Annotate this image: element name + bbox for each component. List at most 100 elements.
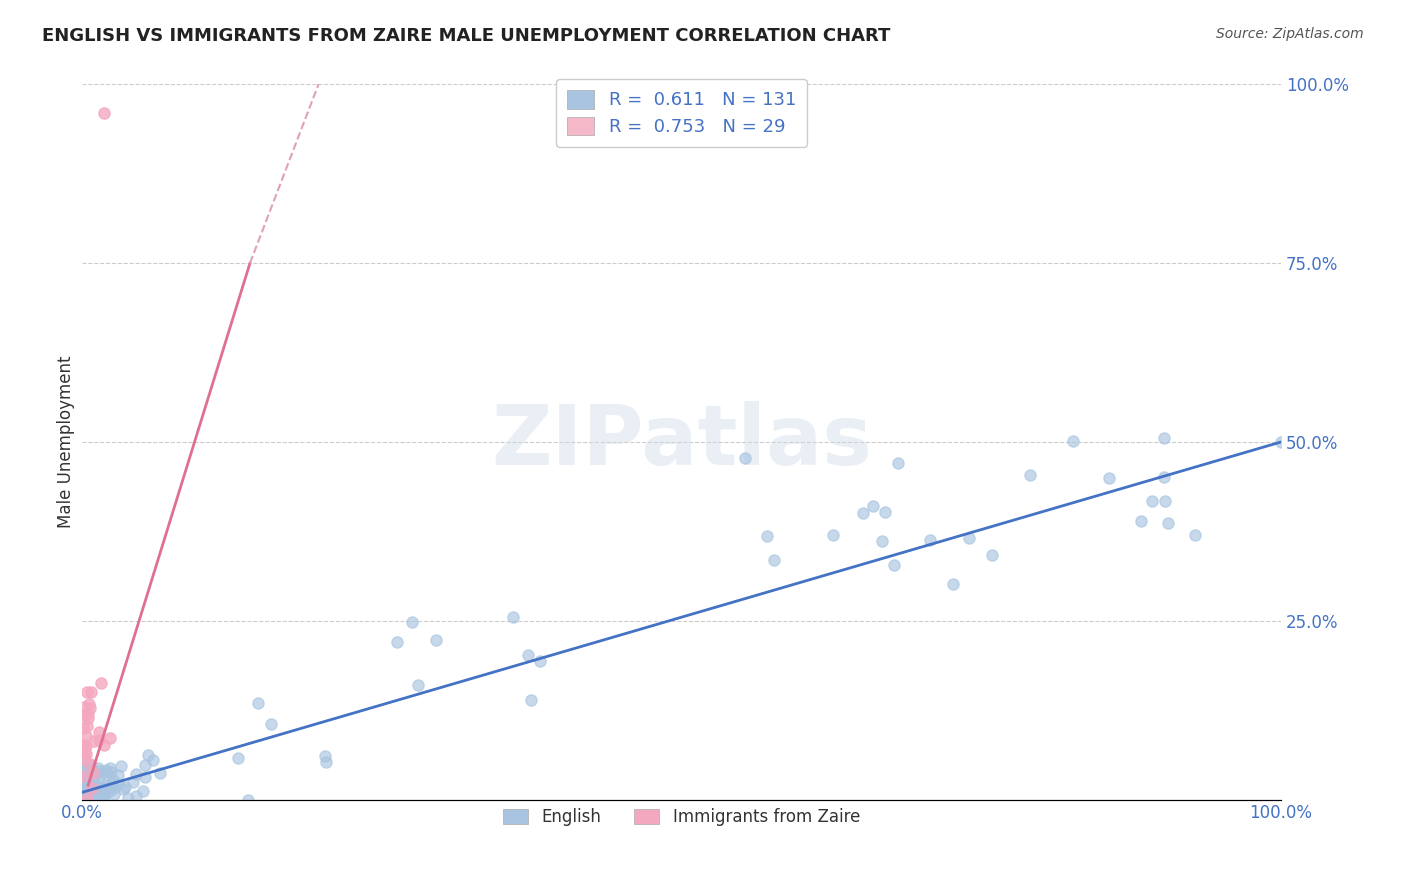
Point xyxy=(519,693,541,707)
Point xyxy=(89,779,111,793)
Point xyxy=(387,634,409,648)
Point xyxy=(93,789,115,804)
Point xyxy=(77,774,100,789)
Point xyxy=(100,765,122,780)
Point xyxy=(1153,470,1175,484)
Point xyxy=(73,778,96,792)
Point xyxy=(79,701,101,715)
Point xyxy=(134,770,156,784)
Point xyxy=(75,775,97,789)
Point xyxy=(886,457,908,471)
Point xyxy=(734,451,756,466)
Point xyxy=(260,716,283,731)
Point xyxy=(80,760,103,774)
Point xyxy=(84,784,107,798)
Point xyxy=(75,760,97,774)
Point xyxy=(117,791,139,805)
Text: ENGLISH VS IMMIGRANTS FROM ZAIRE MALE UNEMPLOYMENT CORRELATION CHART: ENGLISH VS IMMIGRANTS FROM ZAIRE MALE UN… xyxy=(42,27,890,45)
Point xyxy=(77,786,100,800)
Point xyxy=(1156,516,1178,530)
Point xyxy=(72,773,94,788)
Point xyxy=(75,730,97,744)
Point xyxy=(401,615,423,629)
Point xyxy=(72,786,94,800)
Legend: English, Immigrants from Zaire: English, Immigrants from Zaire xyxy=(495,799,869,834)
Point xyxy=(75,764,97,778)
Point xyxy=(425,632,447,647)
Point xyxy=(124,789,146,803)
Point xyxy=(821,528,844,542)
Point xyxy=(87,761,110,775)
Point xyxy=(502,609,524,624)
Point xyxy=(1153,432,1175,446)
Point xyxy=(77,757,100,772)
Point xyxy=(1142,494,1164,508)
Point xyxy=(981,548,1004,562)
Point xyxy=(77,764,100,778)
Point xyxy=(76,719,98,733)
Point xyxy=(77,782,100,797)
Point xyxy=(79,774,101,789)
Point xyxy=(873,505,896,519)
Point xyxy=(114,780,136,795)
Point xyxy=(75,760,97,774)
Point xyxy=(73,738,96,752)
Point xyxy=(101,773,124,788)
Point xyxy=(406,677,429,691)
Point xyxy=(73,752,96,766)
Point xyxy=(72,791,94,805)
Point xyxy=(89,725,111,739)
Point xyxy=(942,577,965,591)
Point xyxy=(87,772,110,787)
Point xyxy=(1184,528,1206,542)
Point xyxy=(84,767,107,781)
Point xyxy=(93,789,115,803)
Point xyxy=(77,759,100,773)
Point xyxy=(73,771,96,785)
Point xyxy=(76,759,98,773)
Point xyxy=(72,781,94,796)
Point xyxy=(87,782,110,797)
Point xyxy=(149,766,172,780)
Point xyxy=(121,774,143,789)
Point xyxy=(82,784,104,798)
Point xyxy=(315,755,337,769)
Point xyxy=(79,756,101,771)
Point xyxy=(79,791,101,805)
Point xyxy=(75,747,97,761)
Point xyxy=(97,780,120,795)
Point xyxy=(1130,514,1153,528)
Point xyxy=(110,759,132,773)
Point xyxy=(72,784,94,798)
Point xyxy=(94,763,117,777)
Point xyxy=(1098,471,1121,485)
Point xyxy=(82,774,104,789)
Point xyxy=(87,764,110,778)
Point xyxy=(111,781,134,796)
Point xyxy=(103,781,125,796)
Point xyxy=(73,768,96,782)
Point xyxy=(77,778,100,792)
Point xyxy=(72,773,94,788)
Point xyxy=(226,750,249,764)
Point xyxy=(75,774,97,789)
Point xyxy=(918,533,941,547)
Point xyxy=(763,553,786,567)
Point xyxy=(136,747,159,762)
Point xyxy=(70,770,93,784)
Point xyxy=(72,790,94,805)
Point xyxy=(72,707,94,722)
Point xyxy=(870,533,893,548)
Point xyxy=(314,749,336,764)
Point xyxy=(76,792,98,806)
Point xyxy=(236,792,259,806)
Point xyxy=(134,758,156,772)
Point xyxy=(72,769,94,783)
Point xyxy=(75,764,97,779)
Point xyxy=(76,706,98,721)
Point xyxy=(75,770,97,784)
Point xyxy=(75,783,97,797)
Point xyxy=(91,792,114,806)
Point xyxy=(73,745,96,759)
Point xyxy=(862,500,884,514)
